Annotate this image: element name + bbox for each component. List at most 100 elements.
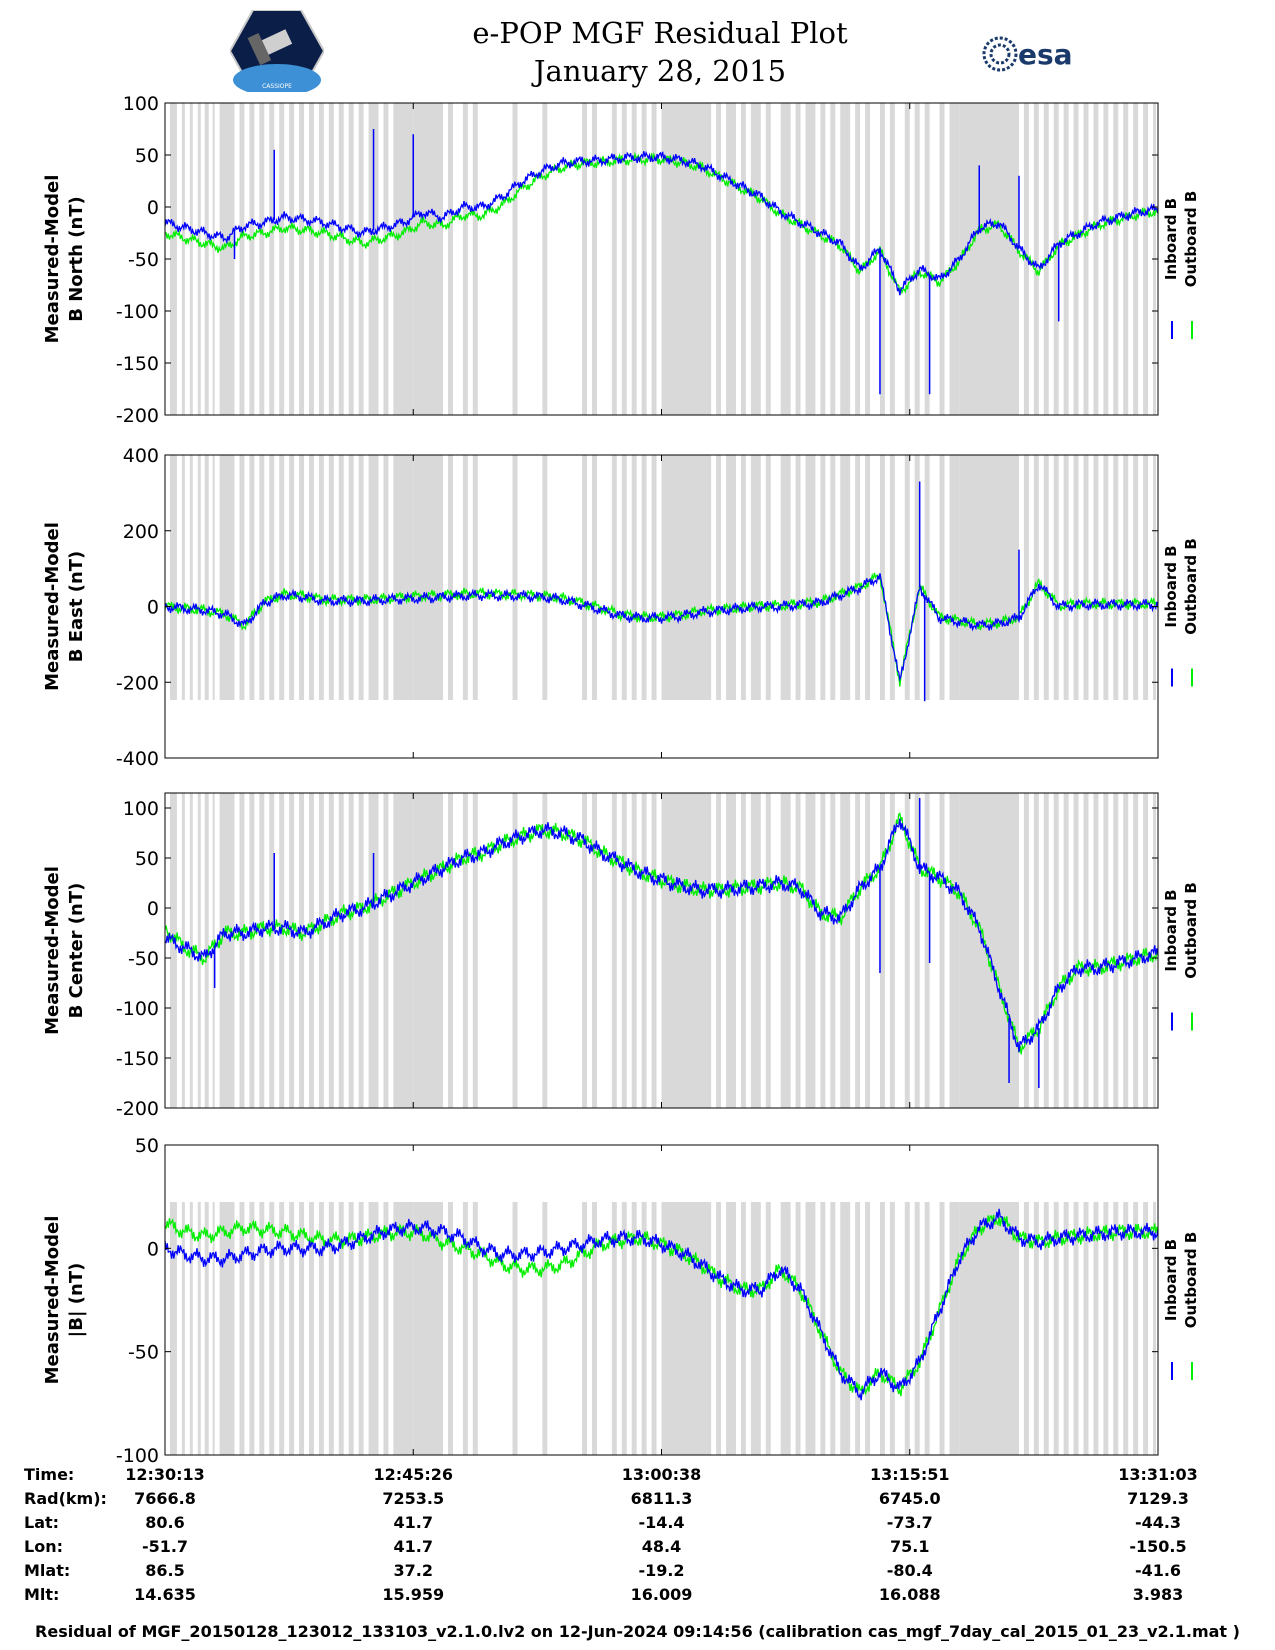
- data-gap-band: [780, 103, 791, 415]
- data-gap-band: [181, 455, 185, 700]
- data-gap-band: [716, 793, 722, 1108]
- data-gap-band: [299, 1202, 305, 1455]
- series-line-inboard: [164, 573, 1159, 682]
- data-gap-band: [939, 455, 945, 700]
- data-gap-band: [949, 455, 960, 700]
- data-gap-band: [1133, 455, 1139, 700]
- table-cell: 6745.0: [878, 1489, 941, 1508]
- data-gap-band: [914, 1202, 920, 1455]
- y-tick-label: 0: [147, 597, 159, 619]
- data-gap-band: [805, 103, 816, 415]
- data-gap-band: [1123, 793, 1129, 1108]
- panel-center: 100 50 0 -50 -100 -150 -200 Measured-Model B Cen…: [42, 792, 1200, 1120]
- y-tick-label: -50: [128, 1342, 159, 1364]
- data-gap-band: [239, 103, 245, 415]
- table-row: Lon: -51.7 41.7 48.4 75.1 -150.5: [0, 1537, 1275, 1561]
- data-gap-band: [512, 103, 518, 415]
- data-gap-band: [462, 103, 468, 415]
- data-gap-band: [1083, 455, 1089, 700]
- data-gap-band: [1123, 1202, 1129, 1455]
- data-gap-band: [765, 455, 771, 700]
- y-tick-label: -150: [116, 353, 159, 375]
- data-gap-band: [750, 103, 761, 415]
- data-gap-band: [279, 793, 285, 1108]
- data-gap-band: [1143, 1202, 1149, 1455]
- data-gap-band: [1133, 103, 1139, 415]
- data-gap-band: [1073, 1202, 1079, 1455]
- data-gap-band: [269, 793, 275, 1108]
- data-gap-band: [348, 1202, 354, 1455]
- legend-label-outboard: Outboard B: [1182, 538, 1200, 635]
- data-gap-band: [879, 1202, 885, 1455]
- data-gap-band: [348, 793, 354, 1108]
- data-gap-band: [830, 793, 836, 1108]
- series-line-inboard: [164, 150, 1159, 296]
- data-gap-band: [939, 1202, 945, 1455]
- data-gap-band: [1103, 793, 1109, 1108]
- panel-total: 50 0 -50 -100 Measured-Model |B| (nT) Inboard …: [42, 1135, 1200, 1465]
- data-gap-band: [716, 455, 722, 700]
- data-gap-band: [249, 1202, 255, 1455]
- data-gap-band: [805, 793, 816, 1108]
- table-cell: 16.088: [878, 1585, 941, 1604]
- data-gap-band: [631, 103, 637, 415]
- data-gap-band: [820, 1202, 826, 1455]
- table-cell: 80.6: [145, 1513, 185, 1532]
- y-tick-label: -50: [128, 249, 159, 271]
- data-gap-band: [1043, 455, 1049, 700]
- data-gap-band: [865, 103, 871, 415]
- y-tick-label: -150: [116, 1048, 159, 1070]
- data-gap-band: [582, 793, 588, 1108]
- data-gap-band: [904, 455, 910, 700]
- data-gap-band: [1033, 793, 1039, 1108]
- data-gap-band: [368, 1202, 379, 1455]
- data-gap-band: [1113, 103, 1119, 415]
- data-gap-band: [582, 455, 588, 700]
- data-gap-band: [219, 103, 235, 415]
- data-gap-band: [542, 455, 548, 700]
- data-gap-band: [338, 103, 344, 415]
- data-gap-band: [318, 103, 324, 415]
- data-gap-band: [855, 793, 861, 1108]
- data-gap-band: [328, 1202, 334, 1455]
- y-tick-label: 50: [135, 848, 159, 870]
- data-gap-band: [189, 455, 193, 700]
- data-gap-band: [448, 103, 453, 415]
- data-gap-band: [542, 1202, 548, 1455]
- data-gap-band: [631, 793, 637, 1108]
- esa-logo: esa: [982, 36, 1073, 72]
- data-gap-band: [393, 455, 414, 700]
- data-gap-band: [939, 793, 945, 1108]
- data-gap-band: [413, 455, 444, 700]
- data-gap-band: [1033, 1202, 1039, 1455]
- data-gap-band: [959, 455, 1019, 700]
- data-gap-band: [249, 455, 255, 700]
- data-gap-band: [889, 103, 895, 415]
- y-tick-label: -100: [116, 1445, 159, 1465]
- data-gap-band: [358, 103, 364, 415]
- data-gap-band: [879, 455, 885, 700]
- y-tick-label: 100: [123, 798, 159, 820]
- data-gap-band: [1073, 793, 1079, 1108]
- row-label: Time:: [24, 1465, 75, 1484]
- data-gap-band: [169, 793, 177, 1108]
- data-gap-band: [383, 103, 389, 415]
- data-gap-band: [631, 1202, 637, 1455]
- table-cell: 37.2: [393, 1561, 433, 1580]
- y-axis-label: |B| (nT): [66, 1263, 87, 1338]
- data-gap-band: [1083, 103, 1089, 415]
- data-gap-band: [582, 103, 588, 415]
- data-gap-band: [879, 793, 885, 1108]
- data-gap-band: [865, 793, 871, 1108]
- data-gap-band: [299, 793, 305, 1108]
- data-gap-band: [318, 1202, 324, 1455]
- data-gap-band: [805, 1202, 816, 1455]
- data-gap-band: [1093, 103, 1099, 415]
- data-gap-band: [661, 103, 712, 415]
- legend-label-outboard: Outboard B: [1182, 882, 1200, 979]
- panel-east: 400 200 0 -200 -400 Measured-Model B East (nT)…: [42, 445, 1200, 770]
- data-gap-band: [924, 455, 930, 700]
- data-gap-band: [472, 455, 478, 700]
- panel-north: 100 50 0 -50 -100 -150 -200 Measured-Model B Nor…: [42, 93, 1200, 427]
- data-gap-band: [181, 103, 185, 415]
